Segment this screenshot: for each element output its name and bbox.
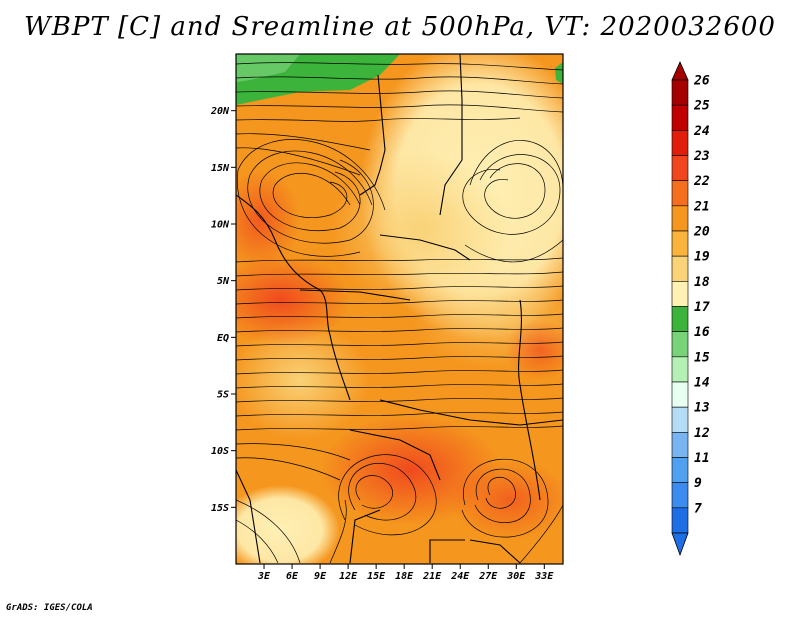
colorbar-label: 21	[693, 199, 710, 214]
colorbar-swatch	[671, 381, 689, 408]
colorbar-swatch	[671, 482, 689, 509]
colorbar-swatch	[671, 432, 689, 458]
colorbar-label: 22	[693, 174, 710, 189]
latitude-axis: 20N 15N 10N 5N EQ 5S 10S 15S	[210, 106, 236, 514]
lat-tick-label: 20N	[210, 106, 230, 117]
colorbar-swatch	[671, 79, 689, 106]
country-borders	[236, 54, 563, 564]
lon-tick-label: 27E	[478, 571, 498, 582]
lat-tick-label: 15S	[211, 503, 229, 514]
lon-tick-label: 24E	[450, 571, 470, 582]
colorbar-low-arrow	[671, 532, 689, 557]
colorbar-swatch	[671, 230, 689, 257]
lon-tick-label: 9E	[314, 571, 327, 582]
lon-tick-label: 12E	[339, 571, 358, 582]
colorbar-swatch	[671, 507, 689, 534]
colorbar-swatch	[671, 155, 689, 181]
colorbar-label: 14	[694, 376, 710, 391]
colorbar-swatch	[671, 306, 689, 332]
lat-tick-label: 10N	[211, 220, 230, 231]
lat-tick-label: 10S	[211, 446, 229, 457]
colorbar-swatch	[671, 406, 689, 433]
colorbar-swatch	[671, 130, 689, 156]
colorbar: 26 25 24 23 22 21 20 19 18 17 16 15 14 13 12 11 9 7	[671, 61, 710, 557]
lon-tick-label: 6E	[286, 571, 299, 582]
chart-title: WBPT [C] and Sreamline at 500hPa, VT: 20…	[24, 12, 776, 42]
colorbar-label: 7	[694, 501, 702, 516]
lat-tick-label: 5S	[217, 390, 229, 401]
map-frame	[235, 53, 564, 565]
colorbar-swatch	[671, 281, 689, 307]
colorbar-label: 26	[693, 74, 710, 89]
colorbar-label: 23	[693, 149, 710, 164]
colorbar-label: 16	[694, 325, 710, 340]
colorbar-swatch	[671, 104, 689, 131]
colorbar-label: 17	[694, 300, 710, 315]
lat-tick-label: 15N	[211, 163, 230, 174]
grads-credit: GrADS: IGES/COLA	[6, 603, 93, 613]
colorbar-label: 11	[694, 451, 710, 466]
longitude-axis: 3E 6E 9E 12E 15E 18E 21E 24E 27E 30E 33E	[257, 564, 554, 582]
lat-tick-label: 5N	[217, 276, 230, 287]
lat-tick-label: EQ	[217, 333, 229, 344]
colorbar-swatch	[671, 255, 689, 282]
lon-tick-label: 15E	[367, 571, 386, 582]
colorbar-swatch	[671, 180, 689, 207]
lon-tick-label: 3E	[257, 571, 271, 582]
colorbar-label: 12	[694, 426, 710, 441]
colorbar-swatch	[671, 356, 689, 383]
colorbar-label: 24	[693, 124, 710, 139]
lon-tick-label: 30E	[506, 571, 526, 582]
colorbar-high-arrow	[671, 61, 689, 81]
colorbar-label: 25	[693, 99, 710, 114]
colorbar-swatch	[671, 457, 689, 483]
colorbar-label: 13	[694, 401, 710, 416]
colorbar-label: 19	[694, 250, 710, 265]
lon-tick-label: 18E	[395, 571, 414, 582]
colorbar-label: 20	[693, 225, 710, 240]
streamlines	[236, 62, 563, 564]
colorbar-label: 18	[694, 275, 710, 290]
colorbar-label: 9	[694, 476, 702, 491]
wbpt-field	[236, 54, 563, 564]
colorbar-label: 15	[694, 350, 710, 365]
lon-tick-label: 21E	[422, 571, 442, 582]
colorbar-swatch	[671, 205, 689, 232]
colorbar-swatch	[671, 331, 689, 358]
lon-tick-label: 33E	[534, 571, 554, 582]
